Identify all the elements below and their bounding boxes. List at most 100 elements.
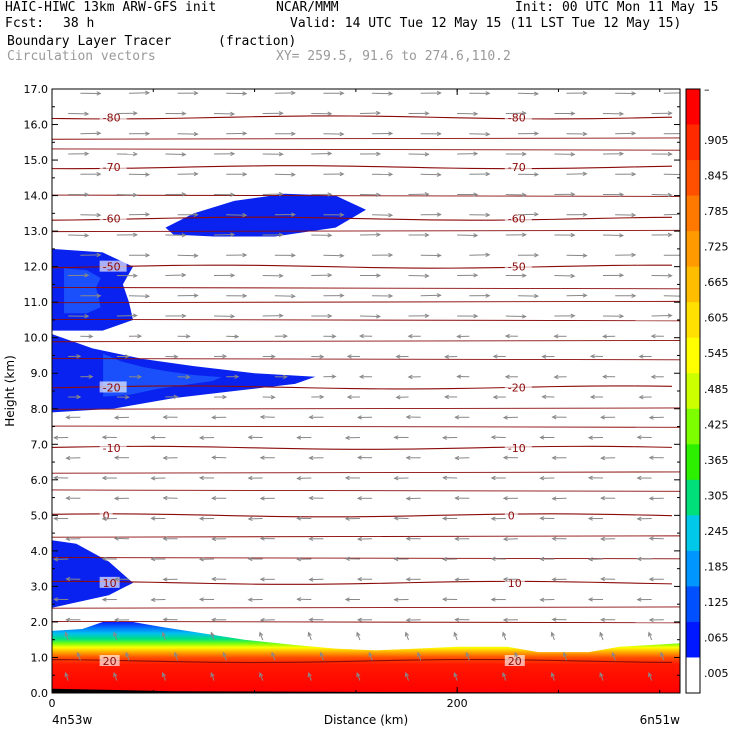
vector-head (570, 313, 576, 319)
contour-label: -20 (103, 381, 121, 394)
vector-head (339, 131, 345, 137)
vector-head (453, 671, 458, 678)
vector-head (296, 435, 302, 440)
vector-head (405, 414, 411, 420)
vector-shaft (517, 92, 538, 95)
vector-shaft (308, 672, 312, 681)
vector-head (553, 334, 559, 339)
vector-head (473, 273, 479, 278)
vector-head (454, 577, 460, 582)
vector-head (356, 536, 362, 542)
vector-head (344, 435, 350, 441)
y-tick-label: 1.0 (31, 651, 49, 664)
vector-shaft (274, 295, 295, 297)
contour-label: -60 (508, 213, 526, 226)
vector-head (53, 557, 59, 562)
vector-head (278, 232, 284, 238)
contour-label: -50 (103, 261, 121, 274)
field-name: Boundary Layer Tracer (7, 34, 172, 49)
colorbar-swatch (686, 621, 700, 658)
vector-head (291, 131, 296, 136)
contour-label: -70 (103, 161, 121, 174)
temperature-contour (52, 557, 680, 560)
vector-head (534, 172, 540, 177)
vector-head (550, 631, 555, 637)
contour-label: 10 (508, 577, 522, 590)
vector-head (356, 617, 362, 623)
contour-label: -70 (508, 161, 526, 174)
temperature-contour (52, 264, 673, 269)
vector-head (101, 556, 107, 562)
vector-head (173, 394, 179, 400)
vector-head (319, 394, 325, 400)
vector-shaft (505, 315, 526, 318)
contour-label: -60 (103, 213, 121, 226)
vector-head (96, 131, 102, 136)
colorbar-label: .365 (704, 454, 729, 467)
vector-head (376, 273, 382, 278)
vector-head (145, 293, 151, 299)
vector-head (388, 213, 394, 218)
vector-head (344, 597, 350, 602)
vector-head (132, 232, 138, 238)
vector-head (405, 455, 411, 460)
vector-head (539, 435, 545, 440)
vector-head (64, 671, 69, 678)
vector-head (65, 455, 71, 461)
vector-shaft (469, 254, 490, 256)
vector-shaft (420, 173, 441, 176)
vector-head (230, 273, 236, 278)
vector-head (173, 651, 179, 657)
vector-shaft (551, 672, 555, 681)
vector-head (388, 131, 394, 136)
vector-head (211, 415, 217, 420)
vector-shaft (599, 672, 604, 681)
vector-head (307, 631, 312, 637)
vector-head (259, 496, 265, 501)
vector-head (344, 475, 350, 481)
vector-head (88, 334, 94, 339)
vector-head (490, 475, 496, 481)
vector-head (376, 314, 382, 319)
vector-head (582, 293, 588, 298)
colorbar-swatch (686, 657, 700, 694)
vector-head (490, 516, 496, 521)
vector-head (551, 496, 557, 501)
vector-head (296, 476, 302, 481)
vector-head (162, 455, 168, 461)
vector-head (247, 435, 253, 440)
vector-head (453, 631, 458, 637)
vector-head (327, 192, 333, 197)
vector-head (404, 631, 410, 637)
vector-head (550, 671, 555, 678)
vector-shaft (214, 113, 235, 115)
vector-head (667, 151, 673, 157)
vector-head (444, 394, 450, 400)
vector-head (339, 293, 345, 298)
vector-head (185, 374, 191, 380)
vector-head (234, 334, 240, 339)
vector-head (222, 651, 227, 657)
colorbar-label: .125 (704, 596, 729, 609)
vector-shaft (651, 315, 672, 317)
vector-head (485, 293, 491, 298)
vector-head (198, 475, 204, 481)
org-label: NCAR/MMM (276, 0, 339, 15)
vector-head (339, 212, 345, 218)
vector-head (290, 294, 296, 299)
vector-head (358, 333, 364, 339)
vector-head (611, 651, 616, 657)
vector-shaft (65, 672, 69, 681)
vector-head (631, 171, 637, 177)
vector-head (405, 617, 411, 623)
vector-shaft (223, 652, 227, 661)
vector-head (101, 435, 107, 440)
vector-head (344, 556, 350, 561)
temperature-contour (52, 407, 680, 410)
tracer-region-low-cloud (52, 540, 134, 608)
vector-head (393, 475, 399, 481)
vector-shaft (502, 632, 507, 641)
vector-shaft (65, 632, 69, 641)
vector-shaft (663, 92, 680, 94)
vector-head (234, 374, 240, 379)
